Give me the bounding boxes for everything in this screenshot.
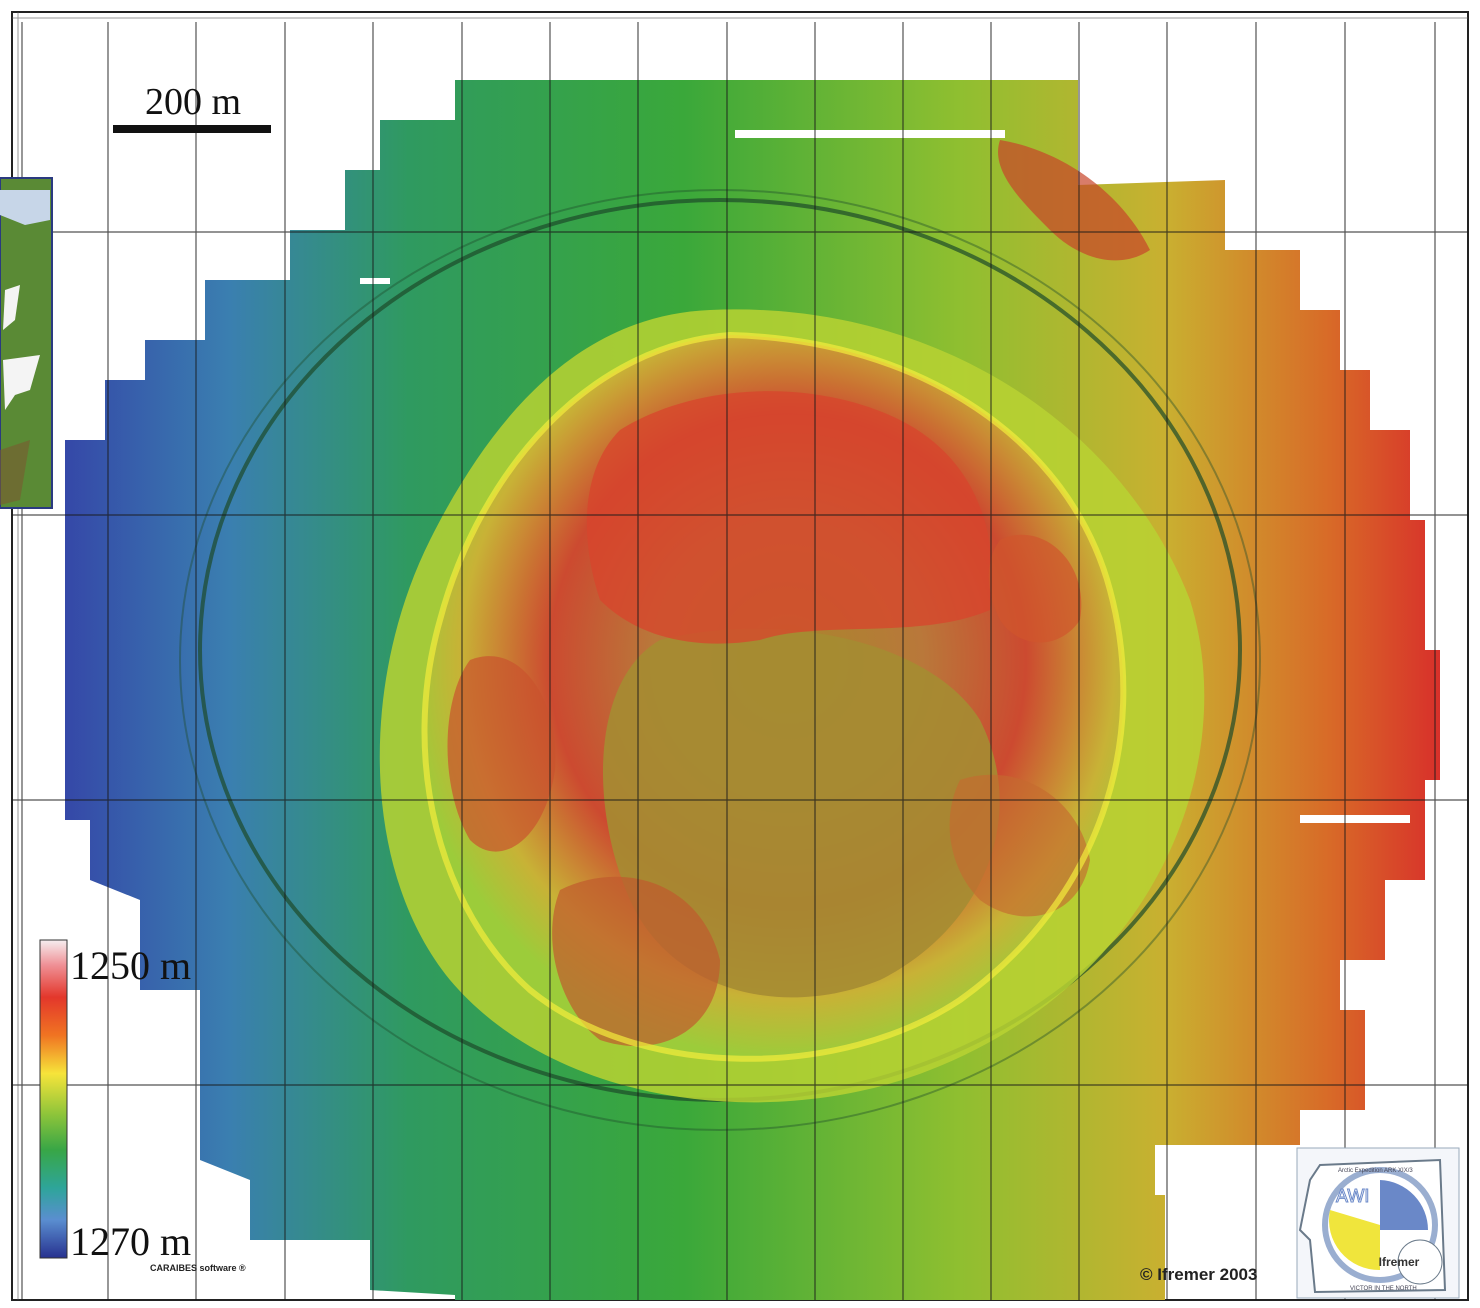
ridge-north [586,391,993,644]
logo-ifremer-text: Ifremer [1379,1255,1420,1269]
legend-top-label: 1250 m [70,943,192,988]
legend-bottom-label: 1270 m [70,1219,192,1264]
ridge-east-2 [988,534,1082,643]
ridge-west [447,656,556,852]
ridge-south [552,876,720,1047]
logo-arc-bottom: VICTOR IN THE NORTH [1350,1286,1417,1292]
central-plain [602,628,1000,998]
logo-awi-text: AWI [1336,1186,1369,1206]
logo-arc-top: Arctic Expedition ARK XIX/3 [1338,1168,1413,1174]
ridge-east [949,774,1090,917]
expedition-logo: AWI Ifremer Arctic Expedition ARK XIX/3 … [1296,1147,1460,1299]
outer-ring-2 [179,189,1261,1131]
depth-colorbar [39,939,68,1259]
software-credit: CARAIBES software ® [150,1263,246,1273]
inset-map [0,177,53,509]
scale-label: 200 m [145,81,242,123]
scale-bar [113,125,271,133]
copyright-credit: © Ifremer 2003 [1140,1265,1258,1284]
ridge-northeast [998,140,1150,261]
map-grid [12,22,1468,1300]
gap-north [735,130,1005,138]
